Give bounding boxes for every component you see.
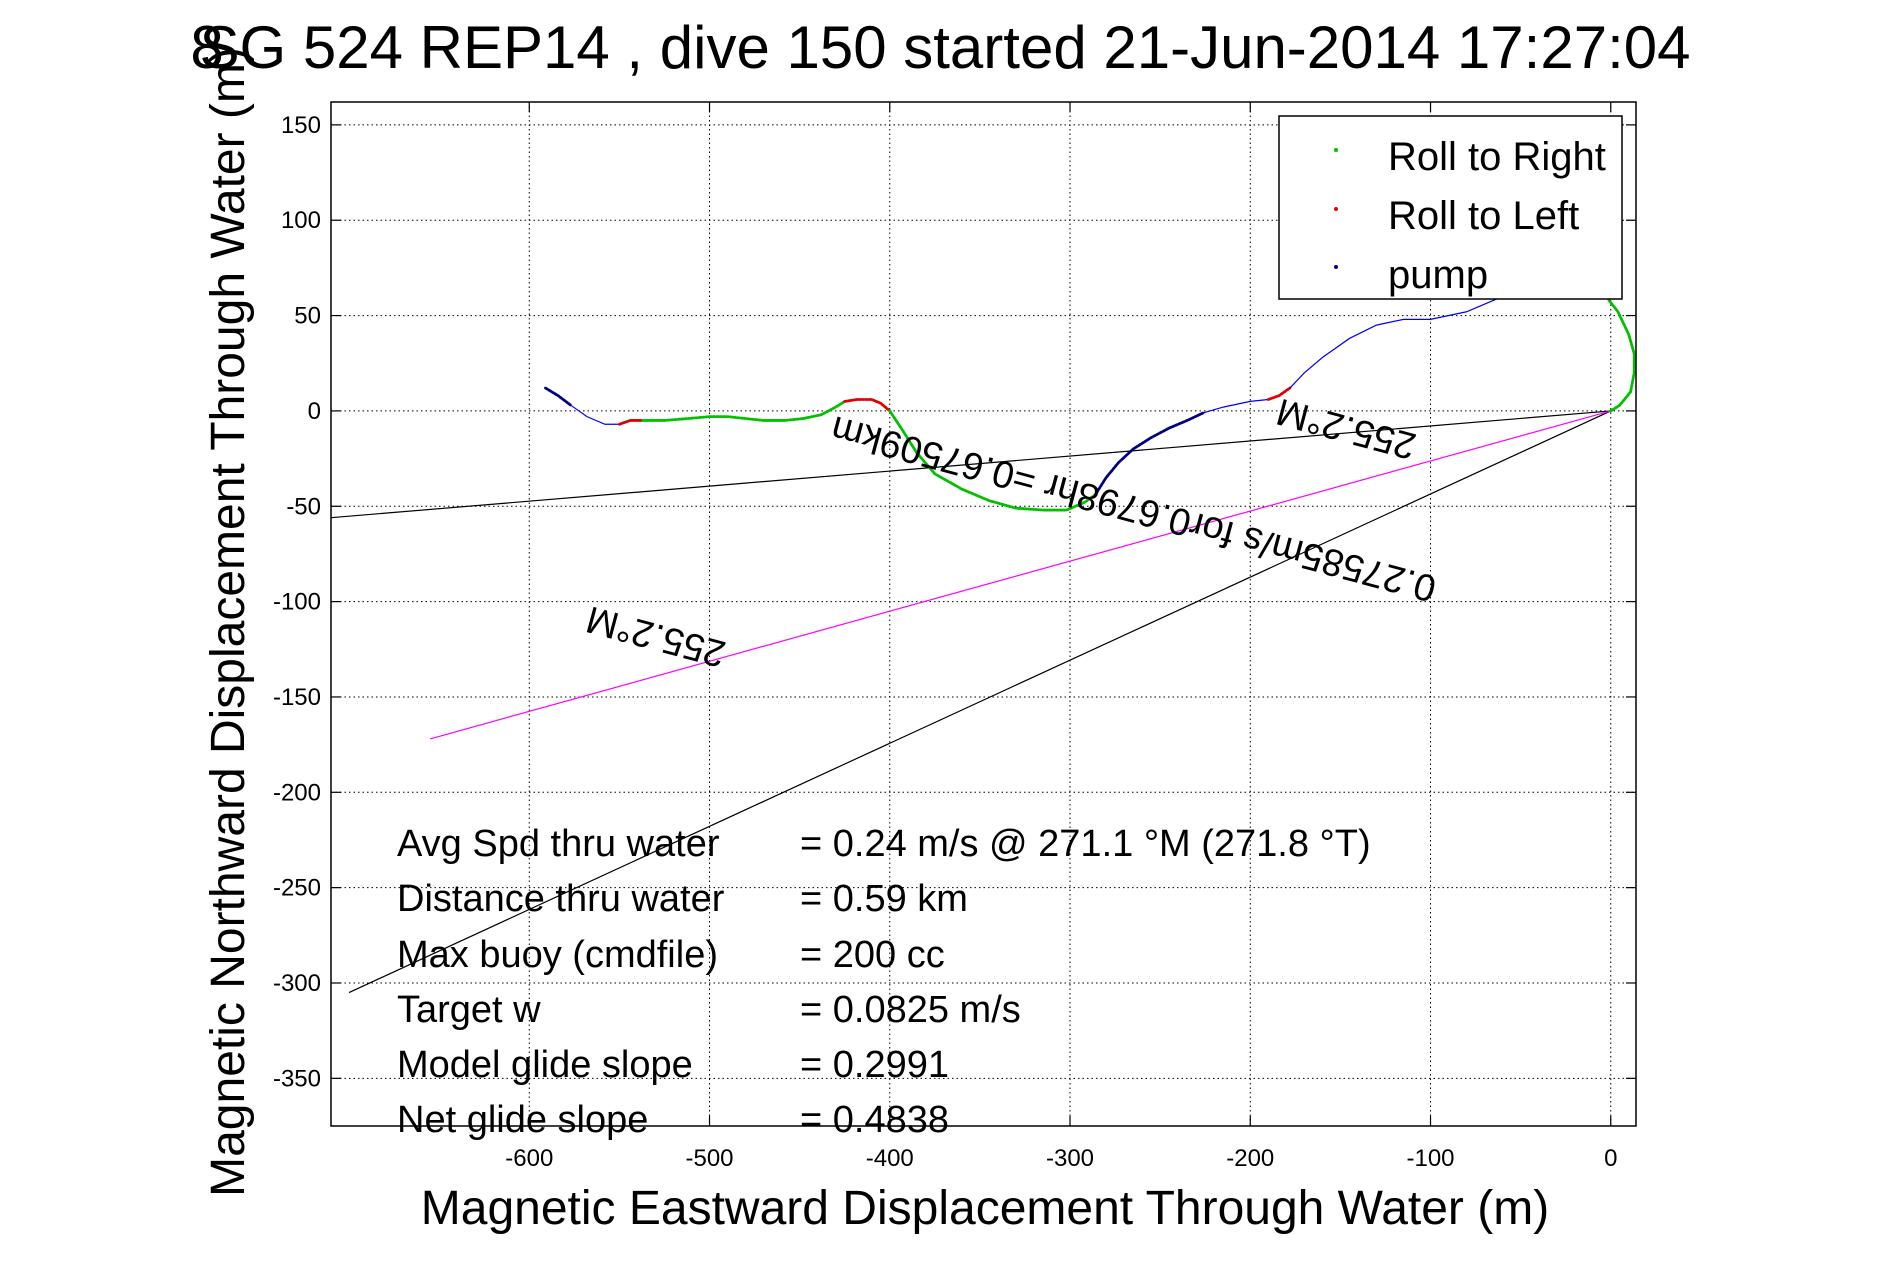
heading-line-upper [330, 410, 1611, 519]
y-axis-ticks: 150 100 50 0 -50 -100 -150 -200 -250 -300 -350 [273, 112, 1636, 1092]
glider-track [544, 292, 1636, 512]
legend-label-roll-left: Roll to Left [1388, 194, 1579, 238]
x-tick-label: -200 [1226, 1145, 1274, 1172]
dive-statistics: Avg Spd thru water = 0.24 m/s @ 271.1 °M… [397, 823, 1371, 1141]
y-tick-label: -150 [273, 684, 321, 711]
stat-label: Max buoy (cmdfile) [397, 934, 718, 976]
stat-value: = 0.2991 [800, 1044, 949, 1086]
depth-averaged-current [429, 410, 1611, 740]
track-segment-glide [570, 404, 620, 425]
stat-value: = 200 cc [800, 934, 945, 976]
plot-area: 255.2°M0.27585m/s for0.6798hr =0.67509km… [330, 101, 1637, 1127]
stat-value: = 0.0825 m/s [800, 989, 1021, 1031]
track-segment-left [617, 419, 645, 426]
x-axis-label: Magnetic Eastward Displacement Through W… [421, 1182, 1549, 1235]
stat-label: Avg Spd thru water [397, 823, 720, 865]
y-tick-label: 100 [281, 207, 321, 234]
grid [331, 102, 1636, 1126]
track-segment-right [888, 409, 1097, 512]
track-segment-right [1607, 298, 1636, 413]
y-tick-label: 50 [294, 303, 321, 330]
x-tick-label: -600 [505, 1145, 553, 1172]
y-tick-label: -300 [273, 970, 321, 997]
legend-marker-pump [1334, 265, 1338, 269]
stat-value: = 0.4838 [800, 1099, 949, 1141]
chart-title: SG 524 REP14 , dive 150 started 21-Jun-2… [199, 14, 1690, 81]
stat-label: Model glide slope [397, 1044, 693, 1086]
track-segment-glide [1289, 292, 1513, 389]
track-segment-left [843, 398, 892, 413]
x-axis-ticks: -600 -500 -400 -300 -200 -100 0 [505, 102, 1617, 1172]
track-segment-left [1266, 386, 1292, 401]
reference-lines [330, 410, 1612, 994]
heading-line-lower [348, 410, 1612, 994]
track-segment-right [641, 399, 847, 422]
chart-title-overlay: 8 [190, 14, 223, 81]
y-tick-label: -250 [273, 875, 321, 902]
stat-label: Target w [397, 989, 541, 1031]
track-segment-glide [1202, 398, 1269, 414]
x-tick-label: -300 [1046, 1145, 1094, 1172]
y-tick-label: -200 [273, 779, 321, 806]
stat-label: Net glide slope [397, 1099, 648, 1141]
x-tick-label: -100 [1406, 1145, 1454, 1172]
x-tick-label: 0 [1604, 1145, 1617, 1172]
plot-frame [330, 101, 1637, 1127]
legend-marker-roll-right [1334, 148, 1338, 152]
x-tick-label: -400 [866, 1145, 914, 1172]
legend: Roll to Right Roll to Left pump [1278, 115, 1623, 300]
y-axis-label: Magnetic Northward Displacement Through … [202, 47, 255, 1197]
y-tick-label: -50 [286, 493, 321, 520]
y-tick-label: -100 [273, 589, 321, 616]
stat-value: = 0.24 m/s @ 271.1 °M (271.8 °T) [800, 823, 1371, 865]
legend-label-roll-right: Roll to Right [1388, 135, 1606, 179]
legend-marker-roll-left [1334, 207, 1338, 211]
y-tick-label: -350 [273, 1065, 321, 1092]
x-tick-label: -500 [685, 1145, 733, 1172]
y-tick-label: 0 [308, 398, 321, 425]
legend-label-pump: pump [1388, 253, 1488, 297]
y-tick-label: 150 [281, 112, 321, 139]
stat-value: = 0.59 km [800, 878, 968, 920]
stat-label: Distance thru water [397, 878, 725, 920]
track-segment-pump [544, 386, 573, 407]
track-segment-pump [1093, 411, 1205, 497]
